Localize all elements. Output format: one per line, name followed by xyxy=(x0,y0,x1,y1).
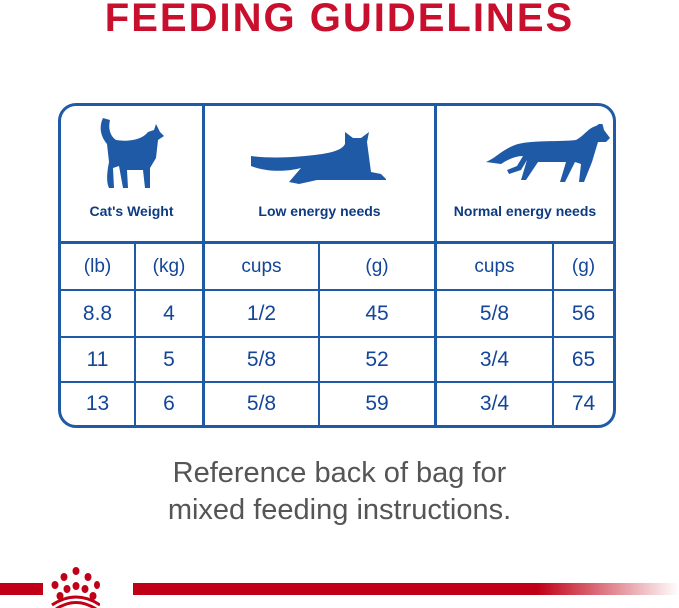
mixed-feeding-note: Reference back of bag for mixed feeding … xyxy=(0,455,679,529)
header-cats-weight: Cat's Weight xyxy=(89,203,174,219)
royal-canin-crown-logo xyxy=(51,567,100,608)
note-line-1: Reference back of bag for xyxy=(172,457,507,489)
table-cell: 3/4 xyxy=(479,392,510,415)
walking-cat-icon xyxy=(486,124,610,182)
table-cell: 4 xyxy=(163,301,175,325)
header-low-energy: Low energy needs xyxy=(258,203,381,219)
table-cell: 3/4 xyxy=(479,347,510,371)
table-cell: 6 xyxy=(163,392,175,415)
table-cell: 5/8 xyxy=(246,392,277,415)
brand-bar-right xyxy=(133,583,679,595)
subheader-kg: (kg) xyxy=(152,255,186,277)
table-cell: 52 xyxy=(365,347,389,371)
table-cell: 74 xyxy=(571,392,596,415)
table-cell: 56 xyxy=(571,301,596,325)
table-cell: 13 xyxy=(85,392,110,415)
feeding-table: Cat's Weight Low energy needs Normal ene… xyxy=(58,103,616,428)
table-cell: 5/8 xyxy=(246,347,277,371)
table-cell: 45 xyxy=(365,301,389,325)
subheader-lb: (lb) xyxy=(83,255,112,277)
note-line-2: mixed feeding instructions. xyxy=(167,494,512,526)
table-cell: 5 xyxy=(163,347,175,371)
table-cell: 5/8 xyxy=(479,301,510,325)
brand-bar-left xyxy=(0,583,43,595)
standing-cat-icon xyxy=(100,118,164,188)
page-title: FEEDING GUIDELINES xyxy=(104,0,575,40)
table-cell: 8.8 xyxy=(82,301,113,325)
subheader-normal-cups: cups xyxy=(474,255,515,277)
lying-cat-icon xyxy=(251,132,386,184)
table-cell: 1/2 xyxy=(246,301,277,325)
table-cell: 11 xyxy=(86,347,109,371)
subheader-normal-g: (g) xyxy=(571,255,596,277)
header-normal-energy: Normal energy needs xyxy=(453,203,597,219)
subheader-low-cups: cups xyxy=(241,255,282,277)
subheader-low-g: (g) xyxy=(365,255,389,277)
table-cell: 59 xyxy=(365,392,389,415)
table-cell: 65 xyxy=(571,347,596,371)
